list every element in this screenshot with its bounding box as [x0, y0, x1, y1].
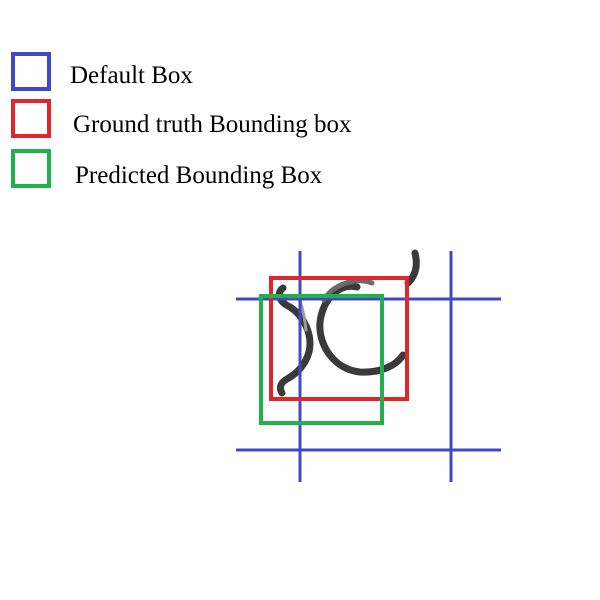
legend-label-ground-truth-box: Ground truth Bounding box: [73, 111, 352, 138]
legend-item-default-box: Default Box: [11, 52, 193, 91]
legend-item-predicted-box: Predicted Bounding Box: [11, 149, 323, 189]
default-box-grid: [236, 251, 501, 482]
ground-truth-bounding-box: [269, 276, 409, 401]
predicted-bounding-box: [259, 294, 384, 425]
legend-swatch-default-box: [11, 52, 51, 91]
legend-item-ground-truth-box: Ground truth Bounding box: [11, 99, 352, 138]
legend-swatch-ground-truth-box: [11, 99, 51, 138]
glyph-tail-stroke: [404, 249, 420, 287]
legend-label-default-box: Default Box: [70, 62, 193, 89]
glyph-right-stroke: [316, 282, 407, 376]
legend-swatch-predicted-box: [11, 149, 51, 188]
legend-label-predicted-box: Predicted Bounding Box: [75, 162, 323, 189]
legend: Default Box Ground truth Bounding box Pr…: [11, 52, 352, 189]
glyph-left-stroke: [275, 284, 314, 397]
